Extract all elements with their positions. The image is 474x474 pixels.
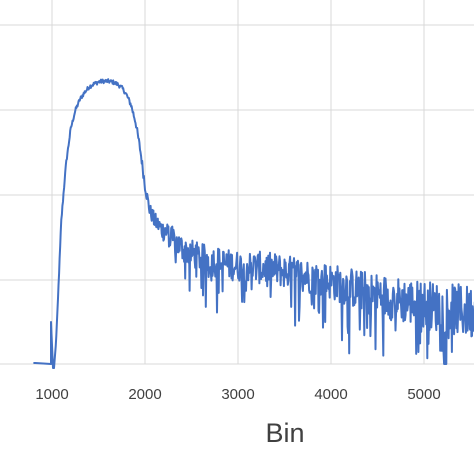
- x-tick-labels: 1000 2000 3000 4000 5000: [35, 386, 440, 403]
- x-tick-label-3000: 3000: [221, 386, 254, 403]
- x-axis-title: Bin: [265, 418, 304, 448]
- x-tick-label-1000: 1000: [35, 386, 68, 403]
- x-tick-label-4000: 4000: [314, 386, 347, 403]
- x-tick-label-5000: 5000: [407, 386, 440, 403]
- series-line: [33, 78, 474, 369]
- x-tick-label-2000: 2000: [128, 386, 161, 403]
- gridlines: [0, 0, 474, 364]
